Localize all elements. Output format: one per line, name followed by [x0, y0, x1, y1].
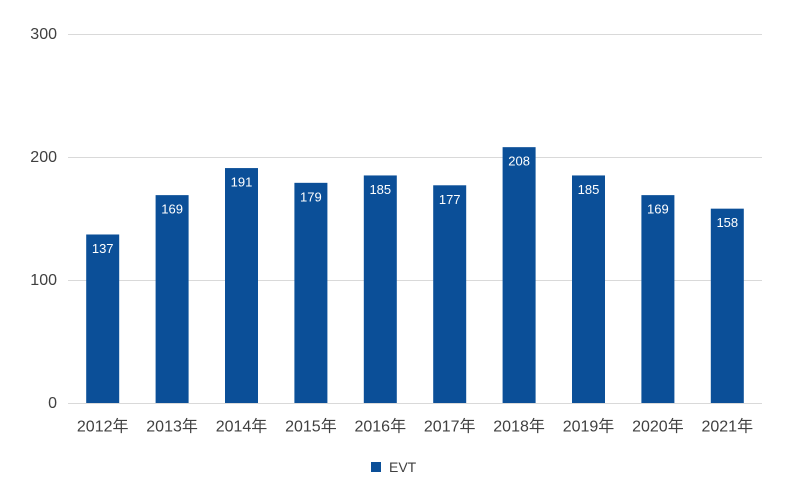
data-label: 185: [578, 182, 600, 197]
bar[interactable]: [294, 182, 328, 403]
data-label: 191: [231, 175, 253, 190]
x-tick-label: 2019年: [563, 418, 615, 436]
legend-label: EVT: [389, 459, 417, 475]
x-tick-label: 2021年: [701, 418, 753, 436]
bars: [86, 147, 744, 403]
data-label: 158: [716, 215, 738, 230]
data-label: 208: [508, 154, 530, 169]
x-tick-label: 2014年: [216, 418, 268, 436]
bar[interactable]: [363, 175, 397, 403]
x-tick-label: 2016年: [354, 418, 406, 436]
bar[interactable]: [641, 195, 675, 403]
bar[interactable]: [155, 195, 189, 403]
bar[interactable]: [572, 175, 605, 403]
y-axis-ticks: 0 100 200 300: [30, 26, 57, 412]
x-tick-label: 2018年: [493, 418, 545, 436]
bar[interactable]: [433, 185, 467, 403]
data-label: 137: [92, 241, 114, 256]
data-label: 185: [369, 182, 391, 197]
data-label: 177: [439, 192, 461, 207]
x-tick-label: 2012年: [77, 418, 129, 436]
data-label: 179: [300, 189, 322, 204]
data-labels: 137 169 191 179 185 177 208 185 169 158: [92, 154, 738, 256]
x-axis-ticks: 2012年 2013年 2014年 2015年 2016年 2017年 2018年 2019年…: [77, 418, 753, 436]
x-tick-label: 2020年: [632, 418, 684, 436]
x-tick-label: 2013年: [146, 418, 198, 436]
data-label: 169: [161, 202, 183, 217]
x-tick-label: 2017年: [424, 418, 476, 436]
y-tick-label: 300: [30, 26, 57, 43]
legend[interactable]: EVT: [371, 459, 417, 475]
y-tick-label: 100: [30, 272, 57, 289]
data-label: 169: [647, 202, 669, 217]
y-tick-label: 0: [48, 395, 57, 412]
x-tick-label: 2015年: [285, 418, 337, 436]
legend-swatch: [371, 462, 381, 472]
bar[interactable]: [86, 234, 120, 403]
y-tick-label: 200: [30, 149, 57, 166]
bar[interactable]: [225, 168, 258, 403]
bar[interactable]: [710, 208, 744, 403]
bar[interactable]: [502, 147, 536, 403]
